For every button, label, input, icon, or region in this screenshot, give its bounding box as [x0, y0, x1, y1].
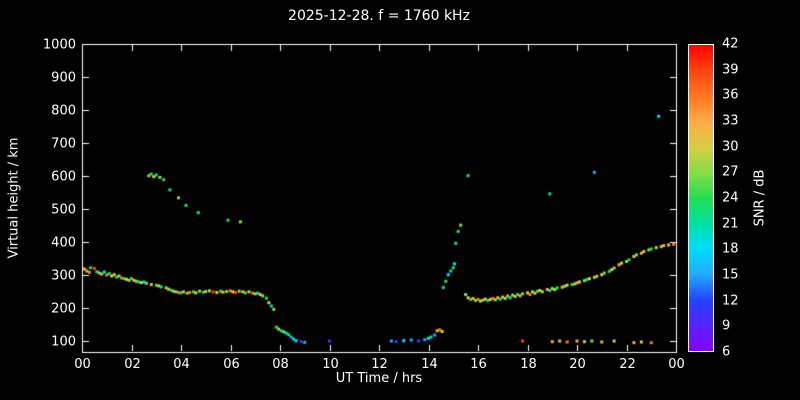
colorbar-tick-label: 6 — [722, 344, 731, 360]
x-tick-label: 02 — [124, 357, 141, 372]
colorbar-tick-label: 27 — [722, 164, 739, 180]
x-tick-label: 22 — [619, 357, 636, 372]
y-tick-label: 100 — [51, 334, 76, 349]
colorbar — [688, 44, 714, 352]
colorbar-tick-label: 36 — [722, 87, 739, 103]
x-tick-label: 10 — [322, 357, 339, 372]
x-tick-label: 18 — [520, 357, 537, 372]
x-tick-label: 20 — [569, 357, 586, 372]
x-tick-label: 14 — [421, 357, 438, 372]
colorbar-tick-label: 15 — [722, 267, 739, 283]
y-tick-label: 400 — [51, 235, 76, 250]
y-tick-label: 700 — [51, 136, 76, 151]
x-tick-label: 04 — [173, 357, 190, 372]
x-tick-label: 00 — [668, 357, 685, 372]
y-tick-label: 900 — [51, 70, 76, 85]
x-tick-label: 16 — [470, 357, 487, 372]
y-tick-label: 1000 — [42, 37, 76, 52]
x-axis-label: UT Time / hrs — [335, 371, 423, 386]
y-tick-label: 600 — [51, 169, 76, 184]
y-tick-label: 300 — [51, 268, 76, 283]
colorbar-tick-label: 39 — [722, 62, 739, 78]
colorbar-tick-label: 33 — [722, 113, 739, 129]
colorbar-tick-label: 12 — [722, 293, 739, 309]
y-tick-label: 500 — [51, 202, 76, 217]
y-tick-label: 800 — [51, 103, 76, 118]
colorbar-label: SNR / dB — [752, 169, 768, 227]
colorbar-tick-label: 18 — [722, 241, 739, 257]
colorbar-tick-label: 30 — [722, 139, 739, 155]
colorbar-tick-label: 21 — [722, 216, 739, 232]
colorbar-tick-label: 24 — [722, 190, 739, 206]
y-tick-label: 200 — [51, 301, 76, 316]
x-tick-label: 06 — [223, 357, 240, 372]
x-tick-label: 12 — [371, 357, 388, 372]
x-tick-label: 08 — [272, 357, 289, 372]
y-axis-label: Virtual height / km — [6, 137, 22, 259]
colorbar-tick-label: 42 — [722, 36, 739, 52]
x-tick-label: 00 — [74, 357, 91, 372]
colorbar-tick-label: 9 — [722, 318, 731, 334]
